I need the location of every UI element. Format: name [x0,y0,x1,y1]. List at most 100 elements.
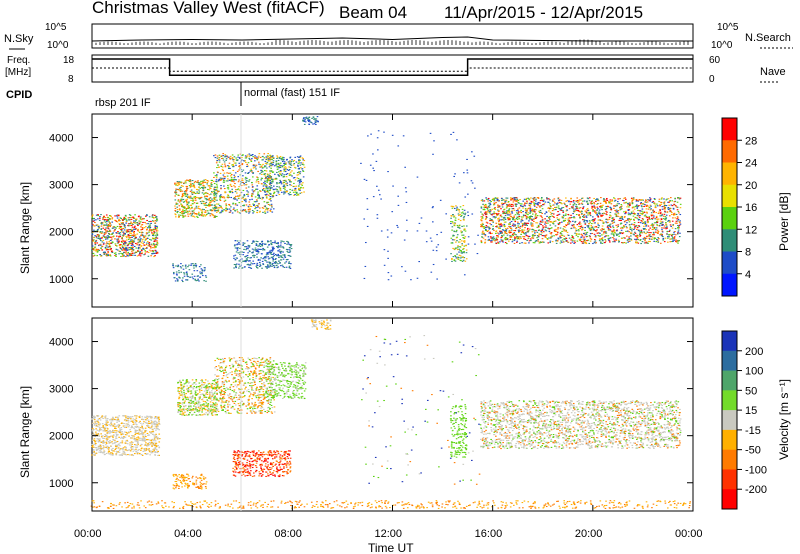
power-mark [213,195,216,197]
power-mark [260,257,262,259]
power-mark [178,183,180,185]
power-mark [96,229,99,231]
power-mark [91,224,93,226]
power-mark [545,225,547,227]
power-mark [247,172,250,174]
power-mark [510,229,513,231]
power-mark [522,216,524,218]
power-mark [512,223,515,225]
power-mark [184,180,187,182]
power-mark [256,209,259,212]
power-mark [236,211,239,213]
power-mark [133,234,135,237]
power-mark [176,203,178,205]
power-mark [267,177,269,179]
power-mark [127,225,130,227]
power-mark [517,237,519,240]
power-mark [611,217,613,220]
power-mark [132,223,134,225]
power-mark [299,192,302,194]
power-mark [123,229,126,231]
power-mark [119,247,121,249]
power-mark [280,265,282,267]
power-mark [663,241,666,243]
power-mark [510,205,513,208]
power-mark [280,191,283,193]
power-mark [105,232,107,234]
power-mark [185,182,187,184]
power-mark [525,234,527,236]
power-mark [286,240,288,242]
power-mark [198,214,201,216]
power-mark [492,216,495,218]
power-mark [483,233,485,235]
power-mark [153,255,155,258]
power-mark [242,154,244,156]
power-mark [244,198,247,200]
power-mark [229,210,232,212]
power-mark [256,159,259,161]
power-mark [239,194,241,196]
power-mark [541,200,544,202]
power-mark [233,162,236,164]
power-mark [204,275,207,277]
power-mark [116,245,118,247]
power-mark [565,200,567,202]
power-mark [623,226,625,228]
power-mark [589,233,592,235]
power-mark [91,249,93,251]
power-mark [131,242,134,244]
power-mark [482,233,484,235]
power-mark [280,182,282,184]
power-mark [253,164,256,166]
power-mark [255,157,258,159]
power-mark [483,232,485,234]
power-mark [485,213,488,215]
power-mark [648,217,650,219]
power-mark [596,213,598,216]
power-mark [644,223,647,225]
power-mark [279,262,281,264]
power-mark [222,157,224,159]
power-mark [116,240,119,242]
power-mark [256,188,259,190]
power-mark [488,238,490,240]
power-mark [183,210,186,212]
power-mark [545,236,547,238]
power-mark [514,200,517,202]
power-mark [195,188,198,191]
power-mark [607,229,610,231]
power-mark [513,197,516,199]
power-mark [268,158,271,160]
power-mark [274,178,277,180]
power-mark [514,238,516,240]
power-mark [279,155,282,158]
power-mark [487,198,490,200]
power-mark [277,159,280,161]
power-mark [505,210,508,212]
cpid-panel: CPID rbsp 201 IF normal (fast) 151 IF [6,82,340,109]
power-mark [630,197,633,199]
power-mark [579,223,582,225]
power-mark [94,235,96,237]
power-mark [633,222,636,224]
power-mark [289,164,292,166]
power-mark [276,182,278,184]
power-mark [124,245,126,247]
power-mark [494,207,496,209]
power-mark [213,176,215,179]
power-mark [131,234,133,236]
power-mark [488,239,491,242]
power-mark [226,196,229,198]
power-mark [493,229,495,231]
power-mark [134,228,137,230]
power-mark [542,203,544,206]
power-mark [578,238,581,240]
power-mark [285,176,288,178]
power-mark [230,174,233,176]
power-mark [579,226,582,228]
power-mark [665,217,668,219]
power-mark [123,224,126,226]
power-mark [536,222,539,224]
power-mark [487,239,490,241]
